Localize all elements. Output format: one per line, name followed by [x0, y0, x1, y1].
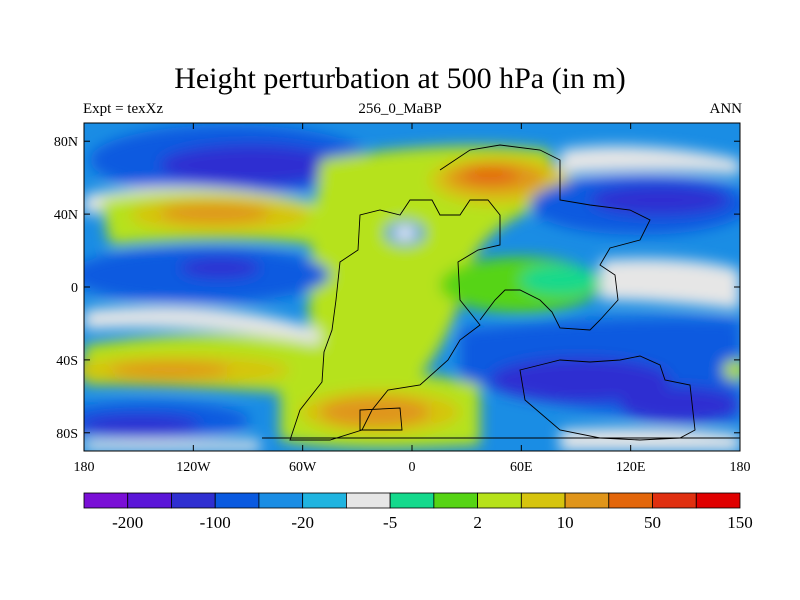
colorbar-label: 2: [473, 513, 482, 532]
colorbar-swatch: [171, 492, 216, 509]
x-tick-label: 120W: [176, 460, 211, 475]
case-label: 256_0_MaBP: [358, 101, 442, 117]
x-tick-label: 180: [730, 460, 751, 475]
colorbar-swatch: [83, 492, 129, 509]
colorbar-label: 50: [644, 513, 661, 532]
x-tick-label: 60W: [289, 460, 317, 475]
y-tick-label: 40S: [56, 354, 78, 369]
colorbar-label: -5: [383, 513, 397, 532]
height-field: [84, 123, 740, 451]
x-tick-label: 60E: [510, 460, 533, 475]
colorbar-swatch: [345, 492, 391, 509]
colorbar-swatch: [214, 492, 260, 509]
experiment-label: Expt = texXz: [83, 101, 164, 117]
y-tick-label: 80N: [54, 135, 78, 150]
colorbar-swatch: [258, 492, 304, 509]
colorbar-swatch: [652, 492, 697, 509]
colorbar-swatch: [389, 492, 435, 509]
y-tick-label: 80S: [56, 427, 78, 442]
colorbar-swatch: [127, 492, 172, 509]
colorbar-label: 10: [557, 513, 574, 532]
x-tick-label: 120E: [616, 460, 646, 475]
colorbar: -200 -100 -20 -5 2 10 50 150: [83, 492, 753, 532]
colorbar-swatch: [477, 492, 522, 509]
colorbar-swatch: [695, 492, 741, 509]
colorbar-swatch: [520, 492, 566, 509]
colorbar-swatch: [564, 492, 610, 509]
colorbar-label: -100: [200, 513, 231, 532]
x-tick-label: 0: [409, 460, 416, 475]
colorbar-swatch: [608, 492, 653, 509]
y-axis: 80N 40N 0 40S 80S: [54, 135, 740, 442]
colorbar-label: -20: [291, 513, 314, 532]
x-axis: 180 120W 60W 0 60E 120E 180: [74, 123, 751, 475]
colorbar-swatch: [302, 492, 347, 509]
y-tick-label: 40N: [54, 208, 78, 223]
x-tick-label: 180: [74, 460, 95, 475]
colorbar-label: 150: [727, 513, 753, 532]
colorbar-label: -200: [112, 513, 143, 532]
season-label: ANN: [709, 101, 743, 117]
colorbar-swatch: [433, 492, 479, 509]
map-title: Height perturbation at 500 hPa (in m): [174, 62, 626, 95]
y-tick-label: 0: [71, 281, 78, 296]
continent-outlines: [262, 144, 740, 441]
